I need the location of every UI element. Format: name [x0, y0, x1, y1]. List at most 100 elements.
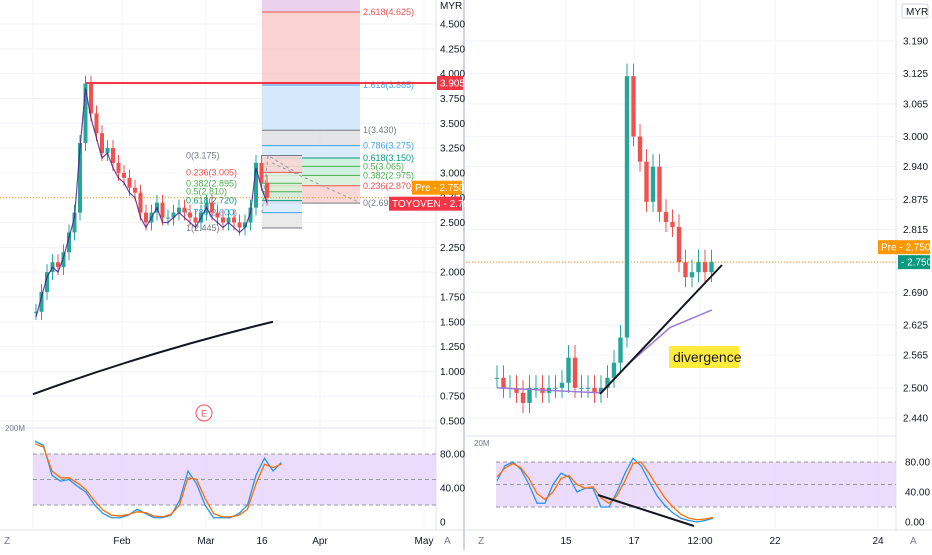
left-candle-body — [237, 222, 242, 228]
fib-zone-1 — [262, 130, 360, 146]
left-candle-body — [89, 83, 93, 114]
right-zoom-icon: Z — [478, 536, 484, 547]
osc-divergence-line — [597, 494, 695, 527]
right-x-tick: 24 — [872, 536, 884, 547]
left-candle-body — [72, 212, 77, 233]
fib-ext-label: 0(2.695) — [363, 198, 397, 208]
left-y-tick: 1.250 — [440, 342, 465, 353]
left-candle-body — [177, 207, 181, 213]
left-candle-body — [67, 232, 71, 253]
right-candle-body — [702, 262, 708, 273]
right-candle-body — [501, 377, 506, 388]
left-pre-tag-bg — [412, 180, 462, 195]
left-osc-tick: 40.00 — [440, 484, 465, 495]
right-candle-body — [585, 387, 591, 389]
left-x-tick: 16 — [256, 536, 268, 547]
right-candle-body — [683, 262, 688, 278]
fib-ext-label: 0.382(2.975) — [363, 170, 414, 180]
fib-ret-zone — [262, 183, 302, 192]
left-y-tick: 4.250 — [440, 44, 465, 55]
fib-ret-label: 0.5(2.810) — [186, 187, 227, 197]
left-osc-orange — [34, 443, 282, 518]
left-candle-body — [243, 222, 247, 228]
left-y-tick: 4.500 — [440, 20, 465, 31]
right-y-tick: 2.940 — [903, 162, 928, 173]
right-osc-orange — [496, 461, 714, 521]
right-volume-label: 20M — [474, 439, 490, 448]
left-candle-body — [248, 207, 253, 223]
left-candle-body — [171, 212, 176, 218]
right-pre-tag-bg — [878, 240, 930, 255]
left-osc-band — [33, 454, 436, 505]
left-pre-tag: Pre - 2.750 — [415, 183, 465, 194]
left-candle-body — [105, 148, 110, 154]
right-candle-body — [650, 166, 656, 202]
left-candle-body — [78, 143, 82, 213]
left-volume-label: 200M — [5, 424, 25, 433]
right-y-tick: 2.690 — [903, 288, 928, 299]
left-candle-body — [34, 311, 38, 313]
right-y-tick: 2.565 — [903, 351, 928, 362]
left-symbol-tag-bg — [389, 196, 462, 211]
divergence-annotation: divergence — [673, 349, 742, 365]
fib-ext-label: 1.618(3.885) — [363, 80, 414, 90]
left-candle-body — [193, 217, 198, 223]
left-y-tick: 4.000 — [440, 69, 465, 80]
left-candle-body — [133, 187, 137, 193]
left-x-tick: Apr — [312, 536, 328, 547]
fib-ret-label: 1(2.445) — [186, 223, 220, 233]
right-x-tick: 15 — [560, 536, 572, 547]
fib-zone-1618 — [262, 85, 360, 131]
fib-ret-zone — [262, 172, 302, 184]
right-last-tag: - 2.750 — [901, 258, 932, 269]
right-y-tick: 2.815 — [903, 225, 928, 236]
fib-ret-label: 0.382(2.895) — [186, 178, 237, 188]
left-candle-body — [265, 182, 269, 198]
left-candle-body — [254, 162, 258, 208]
left-resistance-tag: 3.905 — [440, 79, 465, 90]
right-candle-body — [670, 221, 675, 227]
right-candle-body — [533, 387, 539, 389]
right-candle-body — [689, 272, 695, 278]
right-candle-body — [657, 166, 662, 212]
right-y-tick: 3.190 — [903, 37, 928, 48]
right-candle-body — [676, 226, 682, 263]
right-y-tick: 2.625 — [903, 321, 928, 332]
right-candle-body — [618, 337, 623, 363]
right-pre-tag: Pre - 2.750 — [881, 243, 931, 254]
right-y-tick: 3.000 — [903, 132, 928, 143]
right-candle-body — [592, 387, 597, 393]
right-candle-body — [611, 362, 617, 378]
right-last-tag-bg — [898, 255, 930, 270]
fib-ext-label: 0.786(3.275) — [363, 141, 414, 151]
fib-ret-zone — [262, 200, 302, 213]
right-candle-body — [663, 211, 669, 222]
left-candle-body — [116, 162, 121, 173]
left-candle-body — [39, 291, 44, 312]
left-y-tick: 0.500 — [440, 417, 465, 428]
right-candle-body — [579, 387, 584, 389]
right-x-tick: 17 — [628, 536, 640, 547]
left-candle-body — [166, 217, 170, 219]
left-x-tick: May — [415, 536, 434, 547]
left-candle-body — [61, 252, 66, 268]
left-ma-short — [35, 88, 268, 317]
left-y-tick: 2.000 — [440, 268, 465, 279]
right-candle-body — [696, 262, 701, 273]
right-candle-body — [637, 136, 643, 162]
right-osc-tick: 0.00 — [905, 518, 925, 529]
left-symbol-tag: TOYOVEN - 2.750 — [392, 199, 475, 210]
left-candle-body — [56, 262, 60, 268]
right-candle-body — [520, 392, 526, 403]
right-candle-body — [553, 387, 558, 389]
fib-ext-label: 1(3.430) — [363, 125, 397, 135]
right-y-tick: 2.500 — [903, 383, 928, 394]
right-y-tick: 3.065 — [903, 99, 928, 110]
divergence-annotation-bg — [669, 346, 739, 368]
right-currency: MYR — [906, 7, 928, 18]
right-candle-body — [514, 387, 519, 393]
fib-ret-zone — [262, 212, 302, 228]
right-candle-body — [644, 161, 649, 202]
